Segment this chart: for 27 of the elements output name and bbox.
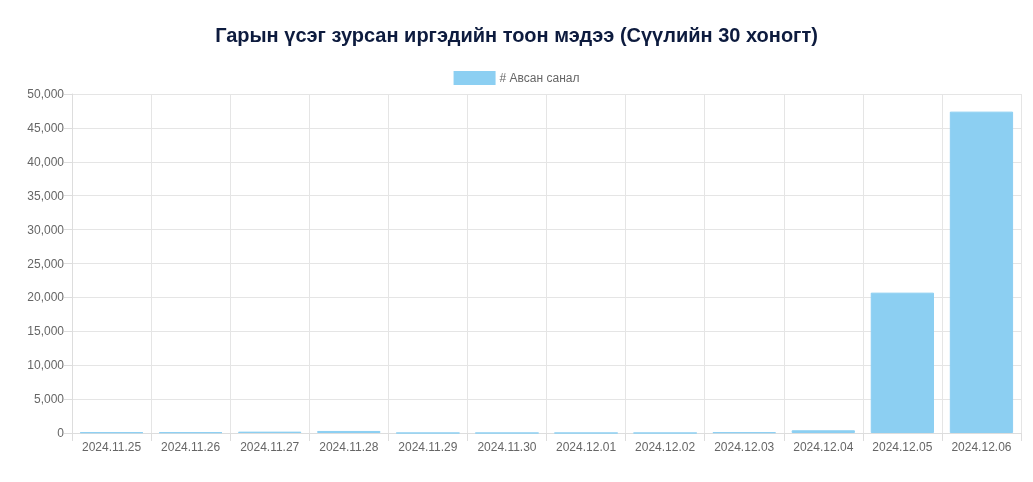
- x-tick-label: 2024.12.03: [714, 440, 775, 454]
- x-tick-label: 2024.12.05: [872, 440, 933, 454]
- y-tick-label: 10,000: [27, 358, 65, 373]
- y-tick-label: 45,000: [27, 120, 65, 135]
- x-tick-label: 2024.12.01: [556, 440, 617, 454]
- y-tick-label: 15,000: [27, 324, 65, 339]
- x-tick-label: 2024.11.25: [81, 440, 142, 454]
- y-tick-label: 5,000: [33, 392, 65, 407]
- y-tick-label: 30,000: [27, 222, 65, 237]
- chart-title: Гарын үсэг зурсан иргэдийн тоон мэдээ (Сүүлийн 30 хоногт): [215, 24, 818, 46]
- y-tick-label: 40,000: [27, 154, 65, 169]
- x-tick-label: 2024.11.28: [319, 440, 379, 454]
- bar: [949, 111, 1014, 433]
- x-tick-label: 2024.11.29: [398, 440, 458, 454]
- legend-label: # Авсан санал: [499, 71, 580, 85]
- y-tick-label: 50,000: [27, 87, 65, 101]
- bar: [870, 292, 935, 433]
- y-tick-label: 20,000: [27, 290, 65, 305]
- x-tick-label: 2024.12.04: [793, 440, 854, 454]
- x-tick-label: 2024.11.26: [161, 440, 221, 454]
- x-tick-label: 2024.11.30: [477, 440, 537, 454]
- x-tick-label: 2024.11.27: [240, 440, 300, 454]
- x-tick-label: 2024.12.06: [951, 440, 1012, 454]
- y-tick-label: 35,000: [27, 188, 65, 203]
- y-tick-label: 0: [57, 426, 65, 440]
- y-tick-label: 25,000: [27, 256, 65, 271]
- x-tick-label: 2024.12.02: [635, 440, 696, 454]
